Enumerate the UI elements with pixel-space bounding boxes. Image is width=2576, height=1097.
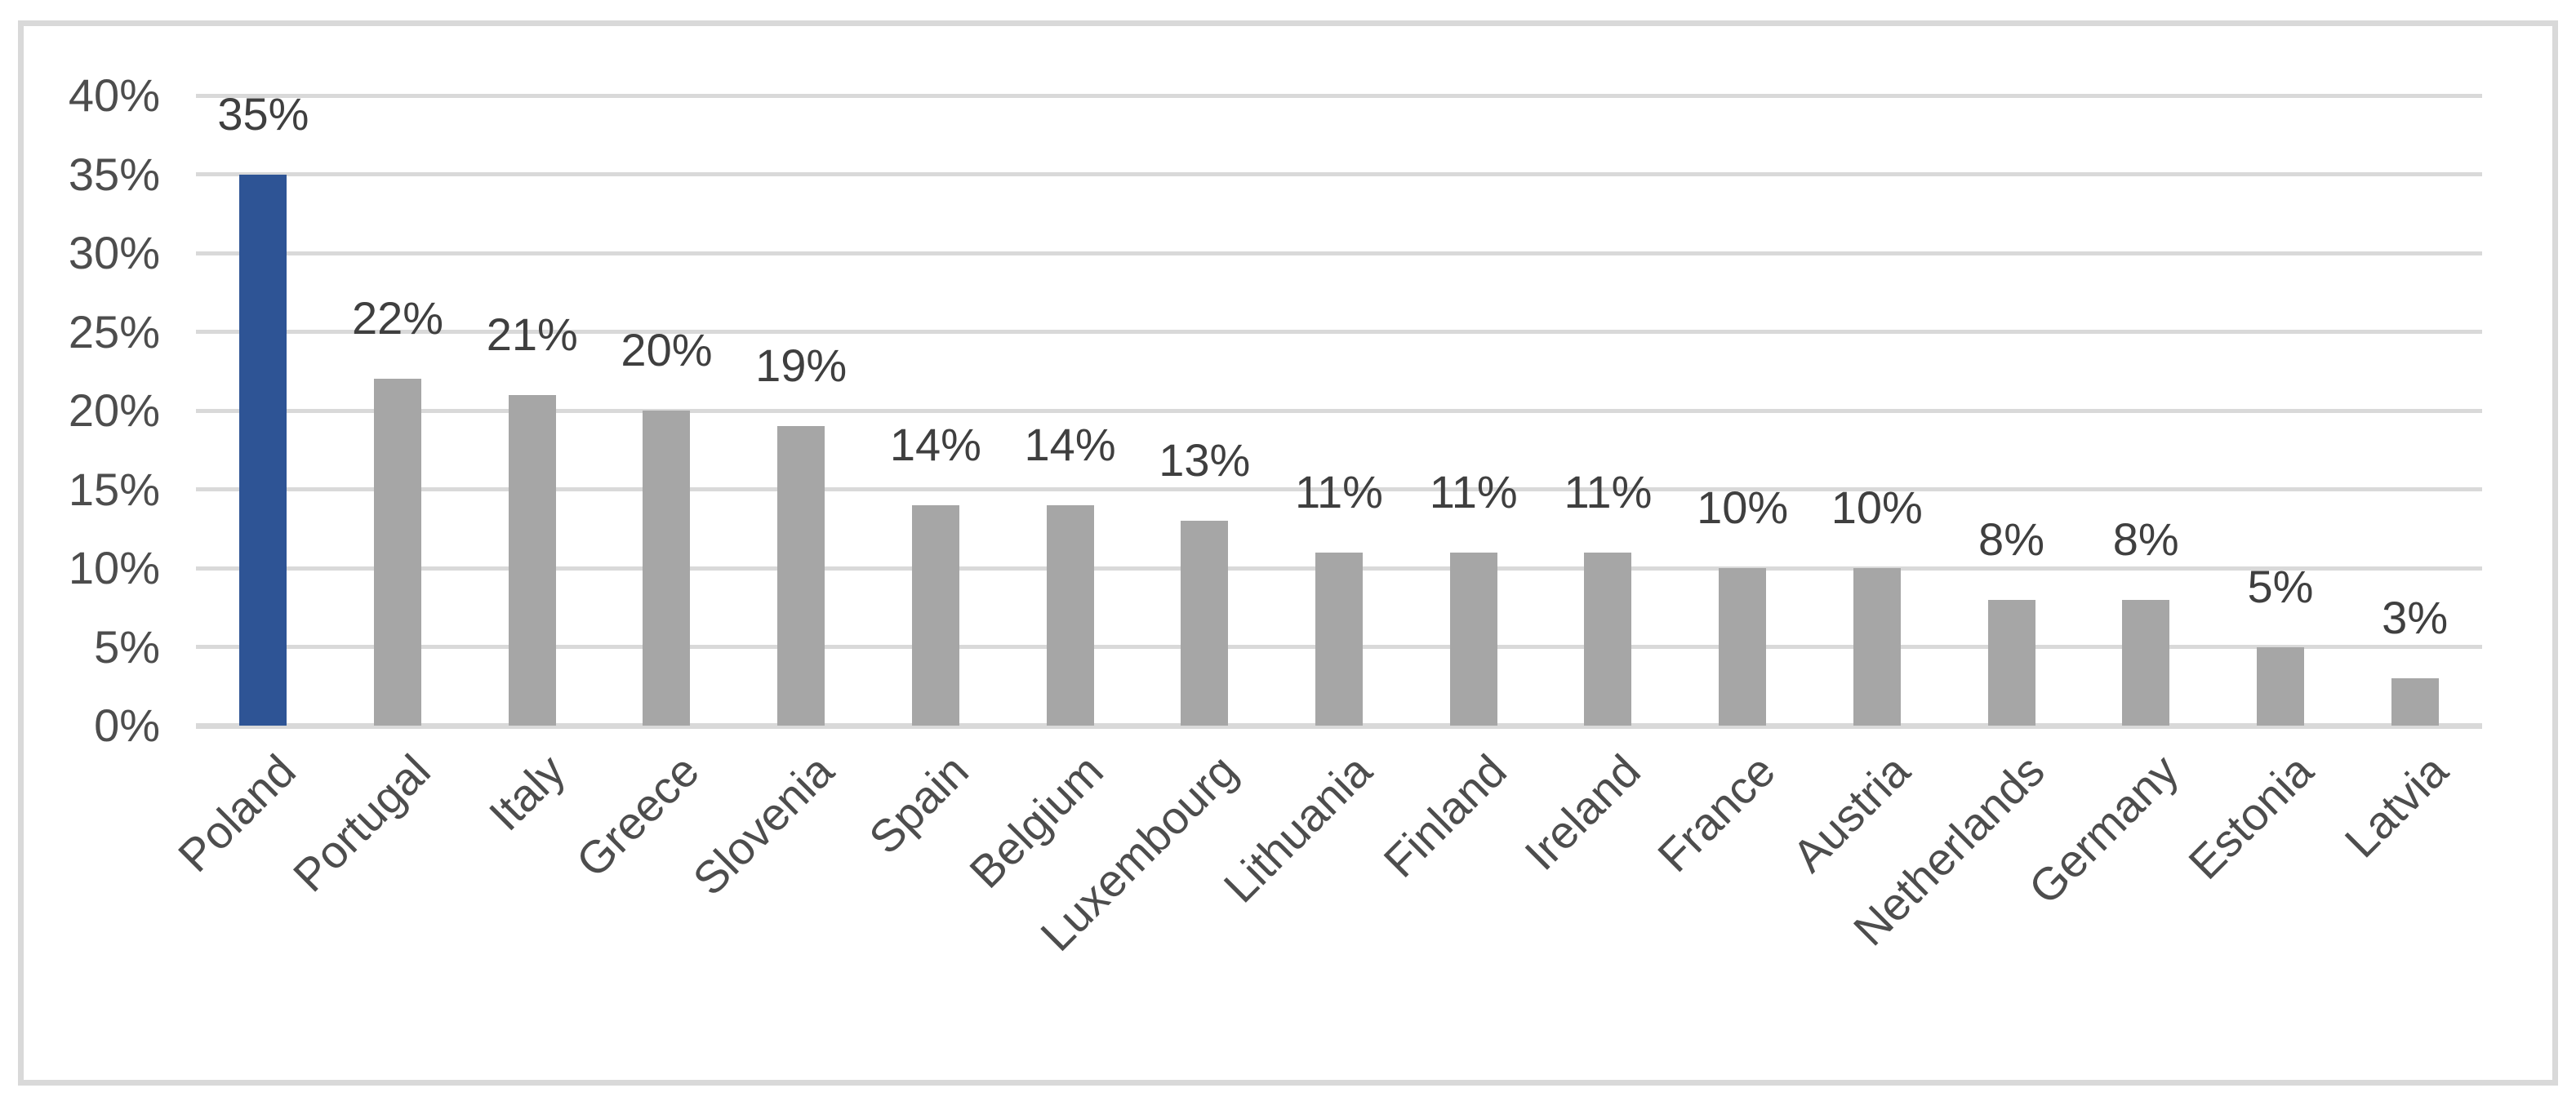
bar-netherlands [1987, 599, 2035, 726]
data-label: 8% [2112, 513, 2179, 565]
data-label: 11% [1295, 465, 1383, 517]
data-label: 8% [1978, 513, 2044, 565]
gridline [196, 487, 2482, 491]
data-label: 11% [1429, 465, 1518, 517]
data-label: 13% [1159, 434, 1251, 486]
bar-slovenia [777, 426, 825, 726]
data-label: 14% [889, 418, 981, 470]
plot-area: 35% 22% 21% 20% 19% 14% 14% 13% 11% 11% 11% 10% 10% 8… [196, 88, 2482, 729]
chart-frame [18, 20, 2558, 1086]
bar-belgium [1046, 504, 1094, 726]
y-tick-label: 15% [68, 463, 160, 515]
bar-finland [1449, 552, 1497, 726]
y-tick-label: 30% [68, 227, 160, 278]
data-label: 14% [1024, 418, 1116, 470]
gridline [196, 251, 2482, 255]
gridline [196, 330, 2482, 334]
bar-austria [1853, 568, 1901, 726]
bar-germany [2122, 599, 2170, 726]
data-label: 20% [621, 324, 713, 375]
y-tick-label: 35% [68, 148, 160, 200]
data-label: 5% [2247, 560, 2314, 612]
gridline [196, 172, 2482, 176]
y-tick-label: 10% [68, 542, 160, 593]
bar-poland [239, 174, 287, 726]
data-label: 21% [486, 308, 578, 360]
data-label: 10% [1697, 482, 1789, 533]
data-label: 11% [1564, 465, 1653, 517]
bar-france [1719, 568, 1767, 726]
x-axis-line [196, 723, 2482, 729]
y-tick-label: 40% [68, 69, 160, 121]
bar-estonia [2256, 646, 2304, 726]
y-tick-label: 0% [94, 700, 160, 751]
data-label: 3% [2382, 592, 2449, 644]
bar-italy [508, 394, 556, 726]
data-label: 35% [217, 87, 309, 140]
data-label: 22% [352, 292, 444, 344]
y-tick-label: 20% [68, 384, 160, 436]
bar-portugal [374, 379, 422, 726]
data-label: 19% [755, 340, 848, 392]
gridline [196, 93, 2482, 98]
bar-spain [911, 504, 959, 726]
bar-greece [643, 411, 691, 726]
bar-latvia [2391, 678, 2439, 726]
gridline [196, 408, 2482, 413]
y-tick-label: 25% [68, 305, 160, 358]
bar-luxembourg [1181, 521, 1229, 726]
bar-ireland [1584, 552, 1632, 726]
y-tick-label: 5% [94, 620, 160, 673]
bar-lithuania [1315, 552, 1363, 726]
data-label: 10% [1831, 482, 1923, 533]
